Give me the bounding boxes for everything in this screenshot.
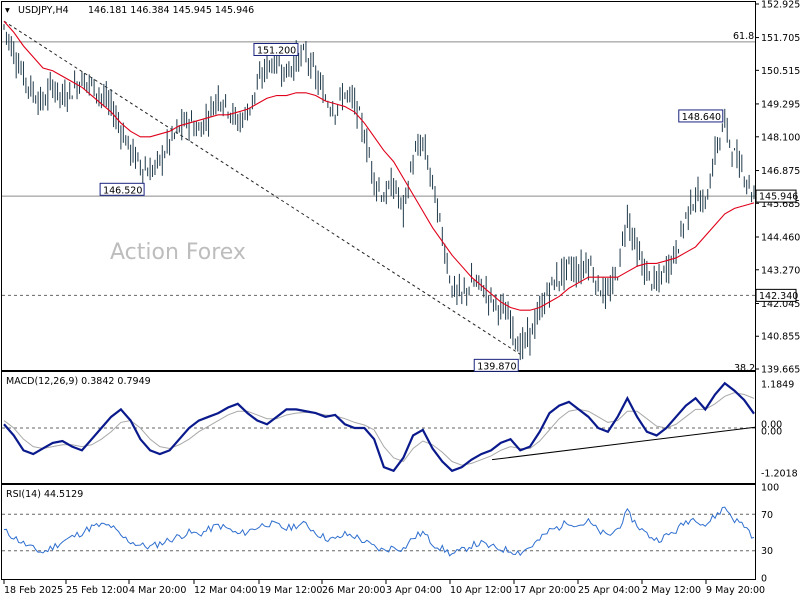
price-annotation-label: 151.200: [257, 45, 296, 56]
price-axis-label: 149.295: [761, 99, 800, 110]
rsi-axis-label: 70: [761, 510, 773, 521]
time-axis-label: 17 Apr 20:00: [514, 585, 576, 596]
price-axis-label: 150.515: [761, 66, 800, 77]
price-axis-label: 151.705: [761, 33, 800, 44]
header-ohlc: 146.181 146.384 145.945 145.946: [88, 5, 254, 16]
price-level-tag: [755, 189, 797, 203]
price-axis-label: 142.045: [761, 299, 800, 310]
price-level-tag-label: 145.946: [759, 192, 798, 203]
macd-axis-label: 1.1849: [761, 379, 794, 390]
price-annotation-label: 139.870: [477, 361, 516, 372]
rsi-axis-label: 100: [761, 483, 779, 494]
rsi-pane-frame: [1, 484, 756, 580]
price-axis-label: 145.685: [761, 199, 800, 210]
price-axis-label: 144.460: [761, 233, 800, 244]
rsi-title: RSI(14) 44.5129: [6, 489, 83, 500]
header-down-arrow: ▾: [5, 5, 10, 16]
price-annotation-box: [99, 182, 145, 196]
rsi-axis-label: 30: [761, 546, 773, 557]
price-axis-label: 143.270: [761, 265, 800, 276]
price-annotation-box: [253, 42, 299, 56]
header-symbol: USDJPY,H4: [18, 5, 69, 16]
time-axis-label: 25 Feb 12:00: [66, 585, 128, 596]
rsi-series-layer: [2, 506, 755, 557]
price-pane-frame: [1, 1, 756, 371]
price-level-tag-label: 142.340: [759, 291, 798, 302]
watermark: Action Forex: [110, 240, 246, 265]
macd-axis-label: -1.2018: [761, 468, 798, 479]
fib-label-bottom: 38.2: [734, 363, 755, 374]
price-axis-label: 152.925: [761, 0, 800, 11]
macd-trendline: [491, 426, 756, 461]
moving-average-line: [3, 20, 755, 311]
price-annotation-box: [678, 109, 724, 123]
time-axis-label: 4 Mar 20:00: [129, 585, 186, 596]
time-axis-label: 3 Apr 04:00: [386, 585, 442, 596]
time-axis-label: 10 Apr 12:00: [450, 585, 512, 596]
macd-axis-label: 0.00: [761, 427, 782, 438]
time-axis-label: 2 May 12:00: [642, 585, 701, 596]
time-axis-label: 25 Apr 04:00: [578, 585, 640, 596]
time-axis-label: 19 Mar 12:00: [259, 585, 322, 596]
macd-axis-label: 0.00: [761, 420, 782, 431]
price-axis-label: 140.855: [761, 332, 800, 343]
macd-title: MACD(12,26,9) 0.3842 0.7949: [6, 376, 151, 387]
price-axis-label: 139.665: [761, 365, 800, 376]
price-level-tag: [755, 288, 797, 302]
fib-label: 61.8: [733, 31, 754, 42]
time-axis-label: 26 Mar 20:00: [322, 585, 385, 596]
time-axis-label: 18 Feb 2025: [4, 585, 63, 596]
price-trendline: [3, 20, 521, 355]
price-axis-label: 148.100: [761, 132, 800, 143]
price-series-layer: 61.8 38.2 151.200 146.520 139.870 148.640: [2, 20, 755, 374]
rsi-line: [3, 506, 755, 557]
price-axis-label: 146.875: [761, 166, 800, 177]
macd-main-line: [3, 381, 755, 473]
price-annotation-label: 148.640: [682, 112, 721, 123]
axis-labels-layer: 152.925 151.705 150.515 149.295 148.100 146.8…: [3, 0, 800, 596]
macd-signal-line: [3, 392, 755, 466]
macd-series-layer: [2, 381, 756, 473]
price-annotation-box: [473, 358, 519, 372]
price-annotation-label: 146.520: [103, 185, 142, 196]
macd-pane-frame: [1, 371, 756, 484]
time-axis-label: 9 May 20:00: [706, 585, 765, 596]
rsi-axis-label: 0: [761, 574, 767, 585]
time-axis-label: 12 Mar 04:00: [194, 585, 257, 596]
